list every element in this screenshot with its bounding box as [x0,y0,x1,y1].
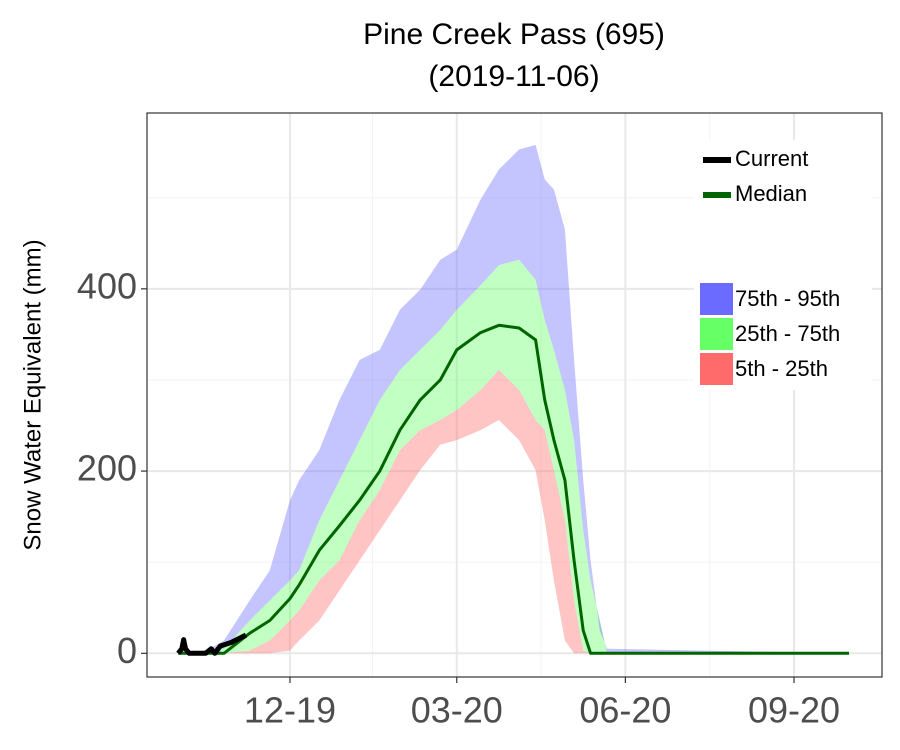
x-tick-label: 06-20 [579,690,671,731]
legend-background [694,140,872,390]
percentile-band [178,369,850,654]
percentile-band [178,144,850,654]
y-tick-label: 0 [117,630,137,671]
x-tick-label: 09-20 [748,690,840,731]
chart-subtitle: (2019-11-06) [428,60,599,93]
legend-label: Median [735,181,807,206]
x-tick-label: 03-20 [411,690,503,731]
y-tick-label: 400 [77,265,137,306]
plot-border [146,112,883,678]
legend-label: 75th - 95th [735,286,840,311]
y-axis-label: Snow Water Equivalent (mm) [19,239,46,550]
legend-label: Current [735,146,808,171]
current-line [176,632,248,656]
legend-swatch [700,283,733,315]
percentile-band [178,259,850,654]
legend-label: 25th - 75th [735,321,840,346]
x-tick-label: 12-19 [244,690,336,731]
legend-swatch [700,353,733,385]
legend-swatch [700,318,733,350]
legend-label: 5th - 25th [735,356,828,381]
chart-title: Pine Creek Pass (695) [363,18,665,51]
y-tick-label: 200 [77,448,137,489]
